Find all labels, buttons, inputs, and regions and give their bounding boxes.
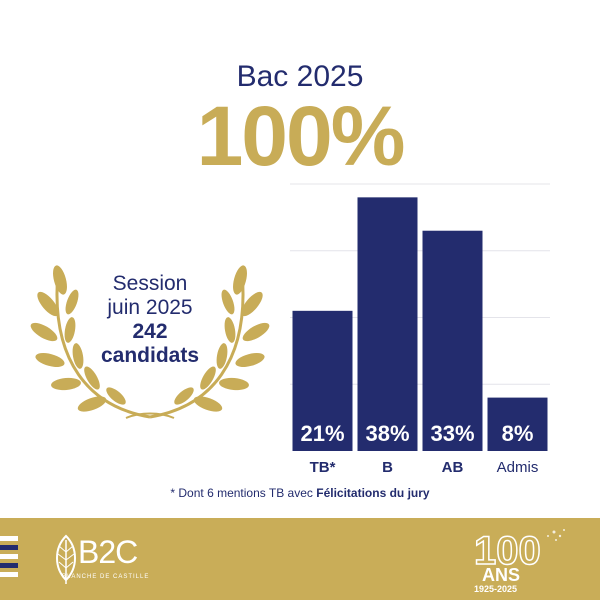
logo-subtitle: BLANCHE DE CASTILLE	[62, 574, 150, 580]
page-title: Bac 2025	[236, 60, 364, 93]
footnote-bold: Félicitations du jury	[316, 486, 430, 500]
bar-value-label-3: 8%	[502, 421, 534, 446]
bar-3	[487, 397, 548, 451]
logo-text: B2C	[78, 534, 138, 570]
bar-2	[422, 230, 483, 451]
bar-0	[292, 310, 353, 451]
bar-value-label-2: 33%	[430, 421, 474, 446]
footnote-text: * Dont 6 mentions TB avec	[170, 486, 317, 500]
session-date: juin 2025	[107, 296, 193, 319]
anniversary-logo: 100 ANS 1925-2025	[473, 528, 565, 594]
category-label-1: B	[382, 459, 393, 476]
category-label-0: TB*	[310, 459, 336, 476]
candidate-label: candidats	[100, 344, 200, 367]
bar-value-label-0: 21%	[300, 421, 344, 446]
bar-value-label-1: 38%	[365, 421, 409, 446]
category-label-3: Admis	[497, 459, 539, 476]
stripes-decoration	[0, 536, 18, 582]
session-info: Session juin 2025 242 candidats	[50, 272, 250, 368]
leaf-logo-icon	[56, 534, 76, 584]
anniversary-number: 100	[474, 529, 541, 573]
candidate-count: 242	[132, 320, 168, 343]
category-label-2: AB	[442, 459, 464, 476]
success-rate: 100%	[196, 89, 406, 183]
anniversary-years: 1925-2025	[474, 584, 517, 594]
session-label: Session	[112, 272, 188, 295]
laurel-wreath-icon	[30, 265, 270, 419]
bar-1	[357, 197, 418, 451]
footnote: * Dont 6 mentions TB avec Félicitations …	[0, 486, 600, 500]
footer-band: B2C BLANCHE DE CASTILLE 100 ANS 1925-202…	[0, 518, 600, 600]
anniversary-word: ANS	[482, 565, 520, 585]
